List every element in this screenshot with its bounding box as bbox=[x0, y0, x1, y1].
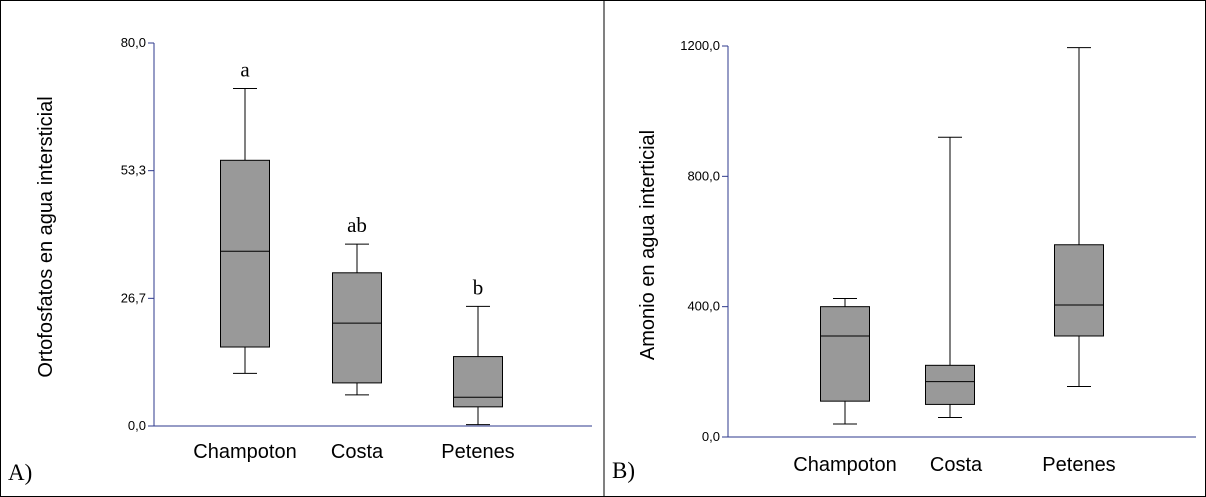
panel-a-petenes-box bbox=[453, 356, 503, 408]
panel-a-category-label: Costa bbox=[331, 441, 384, 463]
panel-a: Ortofosfatos en agua intersticial A) 0,0… bbox=[8, 35, 592, 485]
panel-a-ylabel: Ortofosfatos en agua intersticial bbox=[35, 96, 57, 377]
panel-b-petenes-box bbox=[1054, 244, 1104, 337]
panel-b-category-label: Costa bbox=[930, 454, 983, 476]
panel-b-y-tick-label: 1200,0 bbox=[680, 38, 720, 53]
panel-b-y-tick-label: 400,0 bbox=[687, 299, 720, 314]
panel-a-label: A) bbox=[8, 460, 32, 485]
panel-b-costa-box bbox=[925, 364, 975, 405]
panel-a-champoton-box bbox=[220, 159, 270, 348]
panel-a-y-tick-label: 53,3 bbox=[121, 163, 146, 178]
panel-a-category-label: Champoton bbox=[193, 441, 296, 463]
panel-b-ylabel: Amonio en agua interticial bbox=[637, 130, 659, 360]
panel-b-category-label: Champoton bbox=[793, 454, 896, 476]
panel-a-costa-significance-letter: ab bbox=[347, 213, 367, 237]
panel-b-y-tick-label: 800,0 bbox=[687, 168, 720, 183]
panel-b-category-label: Petenes bbox=[1042, 454, 1115, 476]
panel-b-champoton-box bbox=[820, 306, 870, 402]
panel-a-champoton-significance-letter: a bbox=[240, 57, 250, 81]
panel-a-costa-box bbox=[332, 272, 382, 384]
panel-a-y-tick-label: 0,0 bbox=[128, 418, 146, 433]
panel-a-y-tick-label: 26,7 bbox=[121, 290, 146, 305]
panel-b-y-tick-label: 0,0 bbox=[702, 429, 720, 444]
panel-a-petenes-significance-letter: b bbox=[473, 275, 484, 299]
panel-a-category-label: Petenes bbox=[441, 441, 514, 463]
panel-a-y-tick-label: 80,0 bbox=[121, 35, 146, 50]
panel-b-label: B) bbox=[612, 458, 635, 483]
panel-b: Amonio en agua interticial B) 0,0 400,0 80… bbox=[612, 38, 1196, 483]
